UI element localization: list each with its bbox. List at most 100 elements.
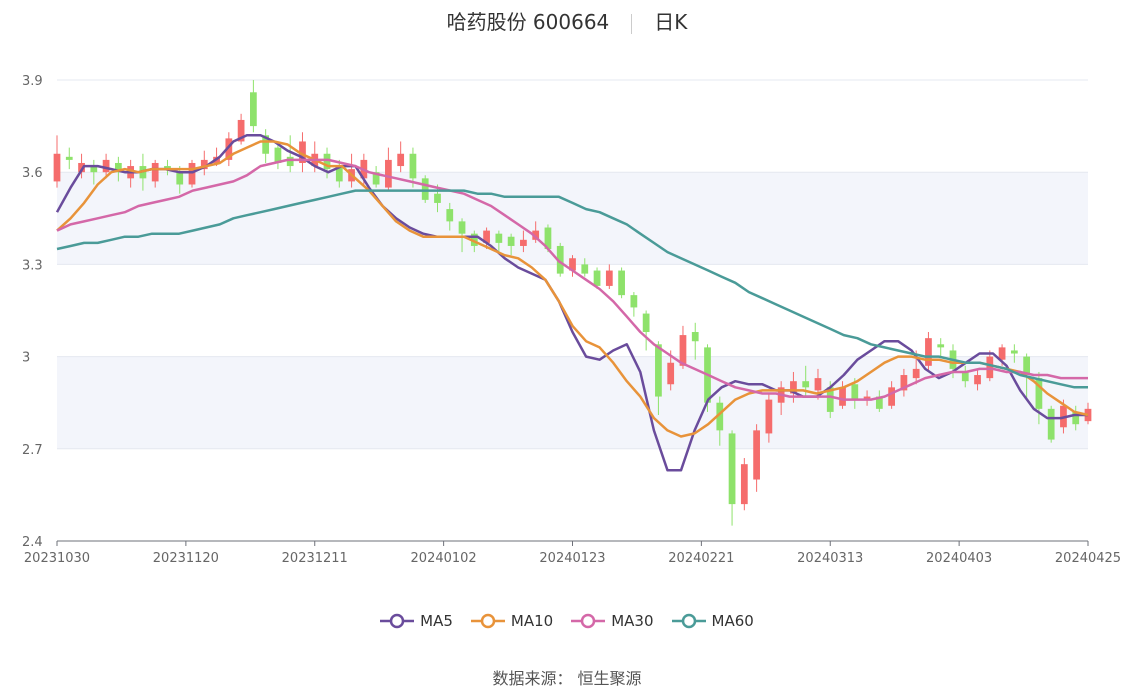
candle-body [90,166,98,173]
candle-body [1035,378,1043,409]
candle-body [151,162,159,182]
candle-body [458,221,466,234]
candle-body [102,159,110,173]
ma-line-ma60 [56,189,1088,389]
candle-body [250,92,257,127]
grid-band [57,356,1088,449]
candle-body [655,344,662,397]
candle-body [225,138,233,160]
kline-chart[interactable]: 2.4 2.7 3 3.3 3.6 3.9 20231030 20231120 20231211… [0,0,1134,600]
y-tick-label: 2.7 [22,443,43,458]
candle-body [618,270,625,296]
candle-body [581,264,589,274]
candle-body [421,178,429,200]
candle-body [937,344,945,348]
legend-item-ma10[interactable]: MA10 [470,612,554,630]
candle-body [78,162,85,173]
x-tick-label: 20240313 [797,551,863,566]
candle-body [1023,356,1031,376]
x-tick-label: 20231211 [282,551,348,566]
candle-body [790,381,797,394]
legend: MA5 MA10 MA30 MA60 [0,612,1134,630]
x-tick-label: 20240403 [926,551,992,566]
candle-body [299,141,306,163]
period-label: 日K [654,10,688,34]
y-tick-label: 3.9 [22,74,43,89]
candle-body [335,166,343,182]
candle-body [826,387,834,412]
candle-body [679,335,687,366]
legend-marker-ma10 [470,613,505,629]
stock-name: 哈药股份 600664 [446,10,610,34]
candle-body [740,464,748,505]
legend-marker-ma5 [380,613,415,629]
candle-body [274,147,282,163]
candle-body [888,387,895,406]
candle-body [986,356,994,379]
candle-body [912,368,920,379]
ma-line-ma10 [56,140,1089,438]
candle-body [839,387,846,406]
candle-body [630,295,638,308]
candle-body [667,362,675,385]
legend-item-ma5[interactable]: MA5 [380,612,453,630]
legend-marker-ma60 [671,613,706,629]
x-tick-label: 20240102 [411,551,477,566]
candle-body [716,402,724,431]
x-tick-label: 20240123 [539,551,605,566]
candle-body [176,172,184,185]
candle-body [434,193,441,203]
candle-body [1010,350,1018,354]
data-source: 数据来源： 恒生聚源 [492,669,642,688]
grid-band [57,172,1088,265]
candle-body [520,239,527,246]
candle-body [286,156,294,167]
legend-label-ma60: MA60 [711,612,754,630]
legend-label-ma5: MA5 [420,612,453,630]
y-tick-label: 3.3 [22,258,43,273]
candle-body [397,153,405,167]
candle-body [532,230,540,240]
candle-body [851,384,859,400]
candle-body [470,233,478,246]
candle-body [765,399,773,434]
candle-body [961,371,969,382]
candle-body [998,347,1006,360]
y-tick-label: 3.6 [22,166,43,181]
candle-body [262,135,270,154]
candle-body [1072,411,1080,425]
candle-body [544,227,552,250]
candle-body [483,230,490,243]
candle-body [814,378,822,391]
chart-title: 哈药股份 600664 日K [0,6,1134,35]
candle-body [446,209,454,222]
candle-body [385,159,392,188]
candle-body [593,270,601,286]
title-separator [631,13,633,34]
candle-body [372,172,380,185]
y-tick-label: 2.4 [22,535,43,550]
candle-body [728,433,736,505]
candle-body [925,338,932,366]
ma-line-ma30 [56,158,1088,401]
candle-body [409,153,417,179]
candle-body [323,153,331,170]
legend-item-ma60[interactable]: MA60 [671,612,754,630]
legend-label-ma30: MA30 [611,612,654,630]
x-tick-label: 20240425 [1055,551,1121,566]
candle-body [691,332,699,342]
candle-body [495,233,503,243]
legend-marker-ma30 [571,613,606,629]
candle-body [802,381,810,388]
candle-body [974,375,981,385]
candle-body [753,430,760,480]
legend-label-ma10: MA10 [510,612,554,630]
candle-body [875,396,883,409]
candle-body [863,396,871,400]
candle-body [237,119,245,142]
y-tick-label: 3 [22,351,30,366]
legend-item-ma30[interactable]: MA30 [571,612,654,630]
candle-body [164,166,171,170]
candle-body [65,156,73,160]
candle-body [1047,408,1055,440]
